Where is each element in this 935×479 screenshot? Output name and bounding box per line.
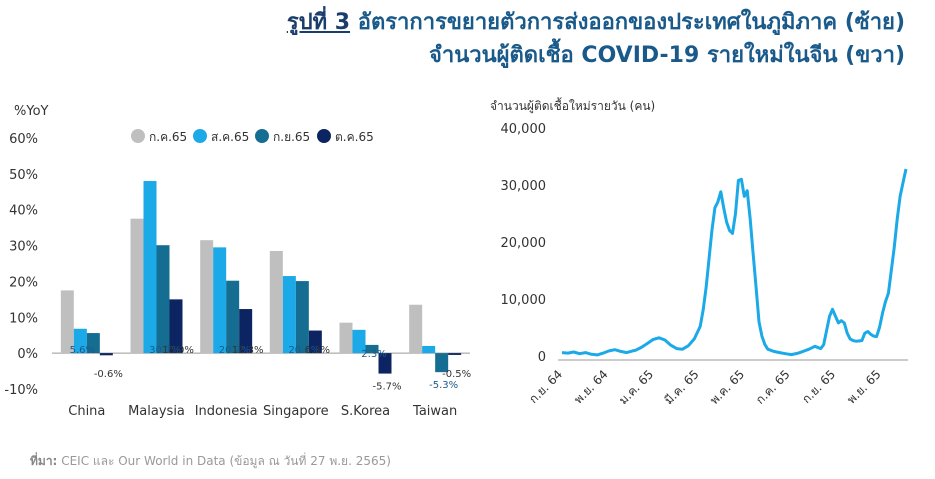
data-label: -0.6% xyxy=(94,369,123,380)
legend-label: ต.ค.65 xyxy=(335,130,374,144)
bar xyxy=(73,328,87,354)
bar xyxy=(378,353,392,374)
bar xyxy=(226,280,240,354)
bar xyxy=(308,330,322,354)
y-tick-label: 30% xyxy=(9,240,38,255)
legend-marker xyxy=(317,129,331,143)
data-label: -0.5% xyxy=(442,369,471,380)
source-note: ที่มา: CEIC และ Our World in Data (ข้อมู… xyxy=(30,452,391,471)
bar xyxy=(365,344,379,354)
legend-label: ส.ค.65 xyxy=(211,130,249,144)
data-label: 2.3% xyxy=(361,349,386,360)
source-text: CEIC และ Our World in Data (ข้อมูล ณ วัน… xyxy=(61,454,391,468)
series-line xyxy=(561,168,908,357)
x-tick-label: พ.ย. 64 xyxy=(571,367,610,406)
data-label: 6.3% xyxy=(305,345,330,356)
category-label: Taiwan xyxy=(412,404,457,419)
title-line-2: จำนวนผู้ติดเชื้อ COVID-19 รายใหม่ในจีน (… xyxy=(428,43,905,68)
x-tick-label: พ.ย. 65 xyxy=(844,367,883,406)
right-y-axis-label: จำนวนผู้ติดเชื้อใหม่รายวัน (คน) xyxy=(490,99,656,113)
data-label: 20.1% xyxy=(288,345,320,356)
y-tick-label: 40% xyxy=(9,204,38,219)
category-label: Malaysia xyxy=(128,404,185,419)
legend-label: ก.ย.65 xyxy=(273,130,310,144)
category-label: S.Korea xyxy=(341,404,390,419)
bar xyxy=(448,353,462,355)
data-label: 30.1% xyxy=(149,345,181,356)
x-tick-label: ก.ย. 64 xyxy=(526,367,565,406)
y-tick-label: 0 xyxy=(538,350,546,365)
y-tick-label: 10% xyxy=(9,311,38,326)
source-prefix: ที่มา: xyxy=(30,454,58,468)
x-tick-label: ม.ค. 65 xyxy=(616,367,656,407)
y-tick-label: 20% xyxy=(9,275,38,290)
x-tick-label: พ.ค. 65 xyxy=(707,367,747,407)
bar xyxy=(130,218,144,354)
bar xyxy=(409,304,423,354)
x-tick-label: ก.ค. 65 xyxy=(753,367,793,407)
y-tick-label: 0% xyxy=(17,347,38,362)
y-tick-label: 60% xyxy=(9,132,38,147)
left-y-axis-label: %YoY xyxy=(14,104,49,119)
y-tick-label: -10% xyxy=(4,383,38,398)
bar xyxy=(435,353,449,373)
figure-number: รูปที่ 3 xyxy=(286,10,351,35)
legend-marker xyxy=(193,129,207,143)
legend-marker xyxy=(131,129,145,143)
bar xyxy=(422,345,436,354)
y-tick-label: 40,000 xyxy=(501,122,547,137)
y-tick-label: 20,000 xyxy=(501,236,547,251)
legend-label: ก.ค.65 xyxy=(149,130,187,144)
bar xyxy=(282,276,296,354)
bar xyxy=(169,299,183,354)
category-label: Indonesia xyxy=(195,404,258,419)
bar xyxy=(213,247,227,354)
bar xyxy=(339,322,353,354)
title-text-1: อัตราการขยายตัวการส่งออกของประเทศในภูมิภ… xyxy=(357,10,905,35)
bar xyxy=(352,329,366,354)
data-label: 20.2% xyxy=(219,345,251,356)
bar xyxy=(200,240,214,354)
bar xyxy=(295,281,309,354)
data-label: 15.0% xyxy=(162,345,194,356)
category-label: Singapore xyxy=(263,404,329,419)
y-tick-label: 50% xyxy=(9,168,38,183)
bar xyxy=(269,250,283,354)
bar xyxy=(156,245,170,354)
x-tick-label: ก.ย. 65 xyxy=(799,367,838,406)
bar xyxy=(86,333,100,354)
y-tick-label: 30,000 xyxy=(501,179,547,194)
x-tick-label: มี.ค. 65 xyxy=(662,367,702,407)
title-line-1: รูปที่ 3 อัตราการขยายตัวการส่งออกของประเ… xyxy=(287,6,905,39)
legend-marker xyxy=(255,129,269,143)
data-label: 12.3% xyxy=(232,345,264,356)
data-label: -5.3% xyxy=(429,380,458,391)
bar xyxy=(239,309,253,354)
bar xyxy=(60,290,74,354)
figure-title: รูปที่ 3 อัตราการขยายตัวการส่งออกของประเ… xyxy=(287,6,905,72)
bar xyxy=(99,353,113,356)
category-label: China xyxy=(68,404,105,419)
data-label: -5.7% xyxy=(372,382,401,393)
bar xyxy=(143,181,157,354)
y-tick-label: 10,000 xyxy=(501,293,547,308)
data-label: 5.6% xyxy=(70,345,95,356)
